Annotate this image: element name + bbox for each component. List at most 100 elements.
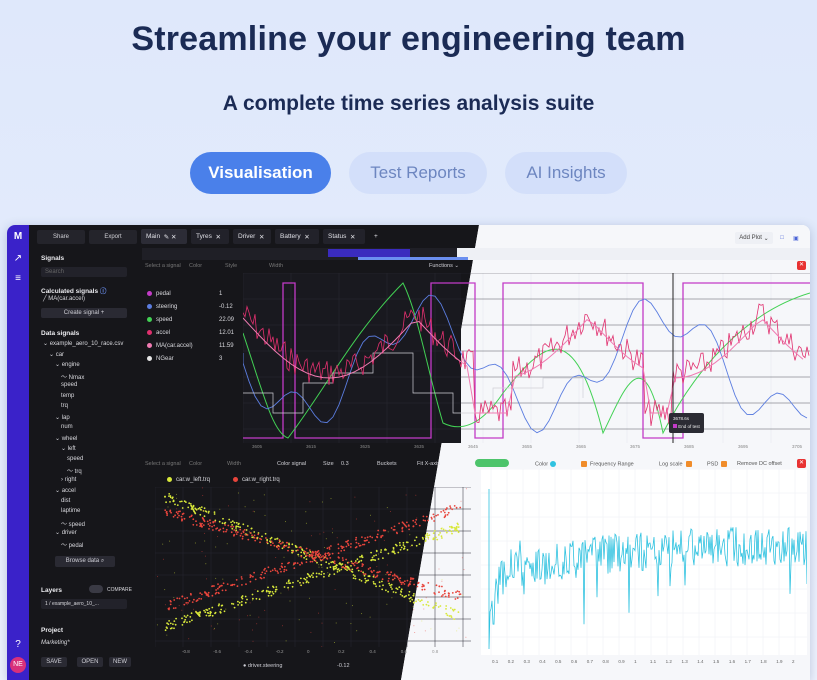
- log-scale-checkbox[interactable]: Log scale: [659, 461, 692, 467]
- scatter-point: [310, 631, 312, 633]
- scatter-point: [253, 534, 256, 537]
- tree-item[interactable]: › right: [61, 476, 77, 483]
- scatter-point: [415, 494, 417, 496]
- timeline-scrubber[interactable]: [142, 246, 810, 262]
- tree-item[interactable]: ⌄ car: [49, 351, 65, 358]
- scatter-point: [372, 581, 375, 583]
- chart-icon[interactable]: ↗: [13, 253, 23, 264]
- tab-battery[interactable]: Battery ✕: [275, 229, 319, 244]
- legend-row[interactable]: steering -0.12: [147, 304, 233, 310]
- scatter-point: [344, 564, 347, 566]
- remove-dc-checkbox[interactable]: Remove DC offset: [737, 461, 782, 467]
- legend-row[interactable]: speed 22.09: [147, 317, 234, 323]
- tree-item[interactable]: dist: [61, 497, 71, 504]
- legend-row[interactable]: MA(car.accel) 11.59: [147, 343, 234, 349]
- fit-x-axis-checkbox[interactable]: Fit X-axis: [417, 461, 440, 467]
- x-tick-label: 2: [792, 659, 795, 664]
- scatter-point: [281, 566, 284, 569]
- tree-item[interactable]: speed: [61, 382, 78, 388]
- scatter-select-signal[interactable]: Select a signal: [145, 461, 181, 467]
- scatter-point: [249, 602, 251, 604]
- scatter-point: [324, 555, 327, 558]
- calculated-signal-item[interactable]: ╱ MA(car.accel): [43, 296, 85, 302]
- tree-item[interactable]: ⌄ accel: [55, 488, 76, 494]
- close-spectrum-icon[interactable]: ✕: [797, 459, 806, 468]
- tree-item[interactable]: trq: [61, 403, 69, 409]
- scatter-point: [166, 622, 168, 625]
- scatter-point: [274, 569, 277, 572]
- tree-item[interactable]: 〜 pedal: [61, 542, 84, 549]
- tree-item[interactable]: 〜 trq: [67, 469, 82, 475]
- tree-item[interactable]: ⌄ wheel: [55, 435, 78, 442]
- legend-row[interactable]: accel 12.01: [147, 330, 234, 336]
- tree-item[interactable]: temp: [61, 392, 75, 399]
- select-signal-label[interactable]: Select a signal: [145, 263, 181, 269]
- compare-toggle[interactable]: [89, 585, 103, 593]
- tree-item[interactable]: speed: [67, 455, 84, 462]
- scatter-point: [205, 594, 208, 596]
- tab-status[interactable]: Status ✕: [323, 229, 365, 244]
- scatter-point: [435, 602, 437, 604]
- lock-icon[interactable]: ▣: [793, 235, 799, 242]
- legend-row[interactable]: NGear 3: [147, 356, 222, 362]
- tab-main[interactable]: Main ✎ ✕: [141, 229, 187, 244]
- tree-item[interactable]: 〜 speed: [61, 521, 86, 528]
- close-plot-icon[interactable]: ✕: [797, 261, 806, 270]
- buckets-checkbox[interactable]: Buckets: [377, 461, 397, 467]
- scatter-point: [217, 583, 219, 585]
- export-button[interactable]: Export: [89, 230, 137, 244]
- open-button[interactable]: OPEN: [77, 657, 103, 667]
- tree-item[interactable]: laptime: [61, 508, 81, 514]
- color-signal-button[interactable]: Color signal: [277, 461, 307, 467]
- tab-ai-insights[interactable]: AI Insights: [505, 152, 627, 194]
- help-icon[interactable]: ?: [15, 639, 21, 650]
- window-icon[interactable]: □: [780, 235, 784, 241]
- signal-search-input[interactable]: Search: [41, 267, 127, 277]
- new-button[interactable]: NEW: [109, 657, 131, 667]
- functions-button[interactable]: Functions ⌄: [429, 263, 459, 269]
- tree-item[interactable]: ⌄ engine: [55, 362, 80, 368]
- frequency-range-checkbox[interactable]: Frequency Range: [581, 461, 634, 467]
- scatter-point: [441, 580, 443, 582]
- tree-item[interactable]: ⌄ example_aero_10_race.csv: [43, 341, 124, 347]
- tab-tyres[interactable]: Tyres ✕: [191, 229, 229, 244]
- scatter-point: [309, 551, 312, 553]
- avatar[interactable]: NE: [10, 657, 26, 673]
- scatter-point: [319, 558, 322, 561]
- scatter-point: [454, 528, 457, 530]
- create-signal-button[interactable]: Create signal +: [41, 308, 127, 318]
- tree-item[interactable]: ⌄ left: [61, 446, 76, 452]
- scatter-point: [177, 510, 180, 513]
- scatter-point: [204, 510, 207, 512]
- browse-data-button[interactable]: Browse data ⌕: [55, 556, 115, 567]
- tree-item[interactable]: num: [61, 424, 73, 430]
- scatter-point: [377, 529, 380, 532]
- scatter-point: [438, 568, 440, 570]
- tree-item[interactable]: 〜 Nmax: [61, 374, 85, 381]
- scatter-point: [389, 573, 391, 576]
- top-time-series-plot[interactable]: [243, 273, 810, 453]
- scatter-point: [317, 555, 319, 557]
- scatter-plot[interactable]: [155, 487, 471, 647]
- tree-item[interactable]: ⌄ lap: [55, 414, 70, 421]
- layers-icon[interactable]: ≡: [15, 273, 21, 284]
- add-plot-button[interactable]: Add Plot ⌄: [735, 232, 773, 244]
- size-input[interactable]: 0.3: [341, 461, 349, 467]
- save-button[interactable]: SAVE: [41, 657, 67, 667]
- layer-select[interactable]: 1 / example_aero_10_...: [41, 599, 127, 609]
- share-button[interactable]: Share: [37, 230, 85, 244]
- tab-driver[interactable]: Driver ✕: [233, 229, 271, 244]
- add-tab-icon[interactable]: +: [374, 233, 378, 240]
- tab-test-reports[interactable]: Test Reports: [349, 152, 487, 194]
- spectrum-signal-badge[interactable]: [475, 459, 509, 467]
- scatter-point: [369, 535, 372, 538]
- psd-checkbox[interactable]: PSD: [707, 461, 728, 467]
- scatter-point: [179, 500, 181, 503]
- tab-visualisation[interactable]: Visualisation: [190, 152, 331, 194]
- scatter-point: [374, 520, 376, 522]
- spectrum-plot[interactable]: [481, 469, 807, 655]
- tree-item[interactable]: ⌄ driver: [55, 530, 77, 536]
- legend-row[interactable]: pedal 1: [147, 291, 222, 297]
- scatter-point: [318, 572, 320, 575]
- scatter-point: [369, 616, 371, 618]
